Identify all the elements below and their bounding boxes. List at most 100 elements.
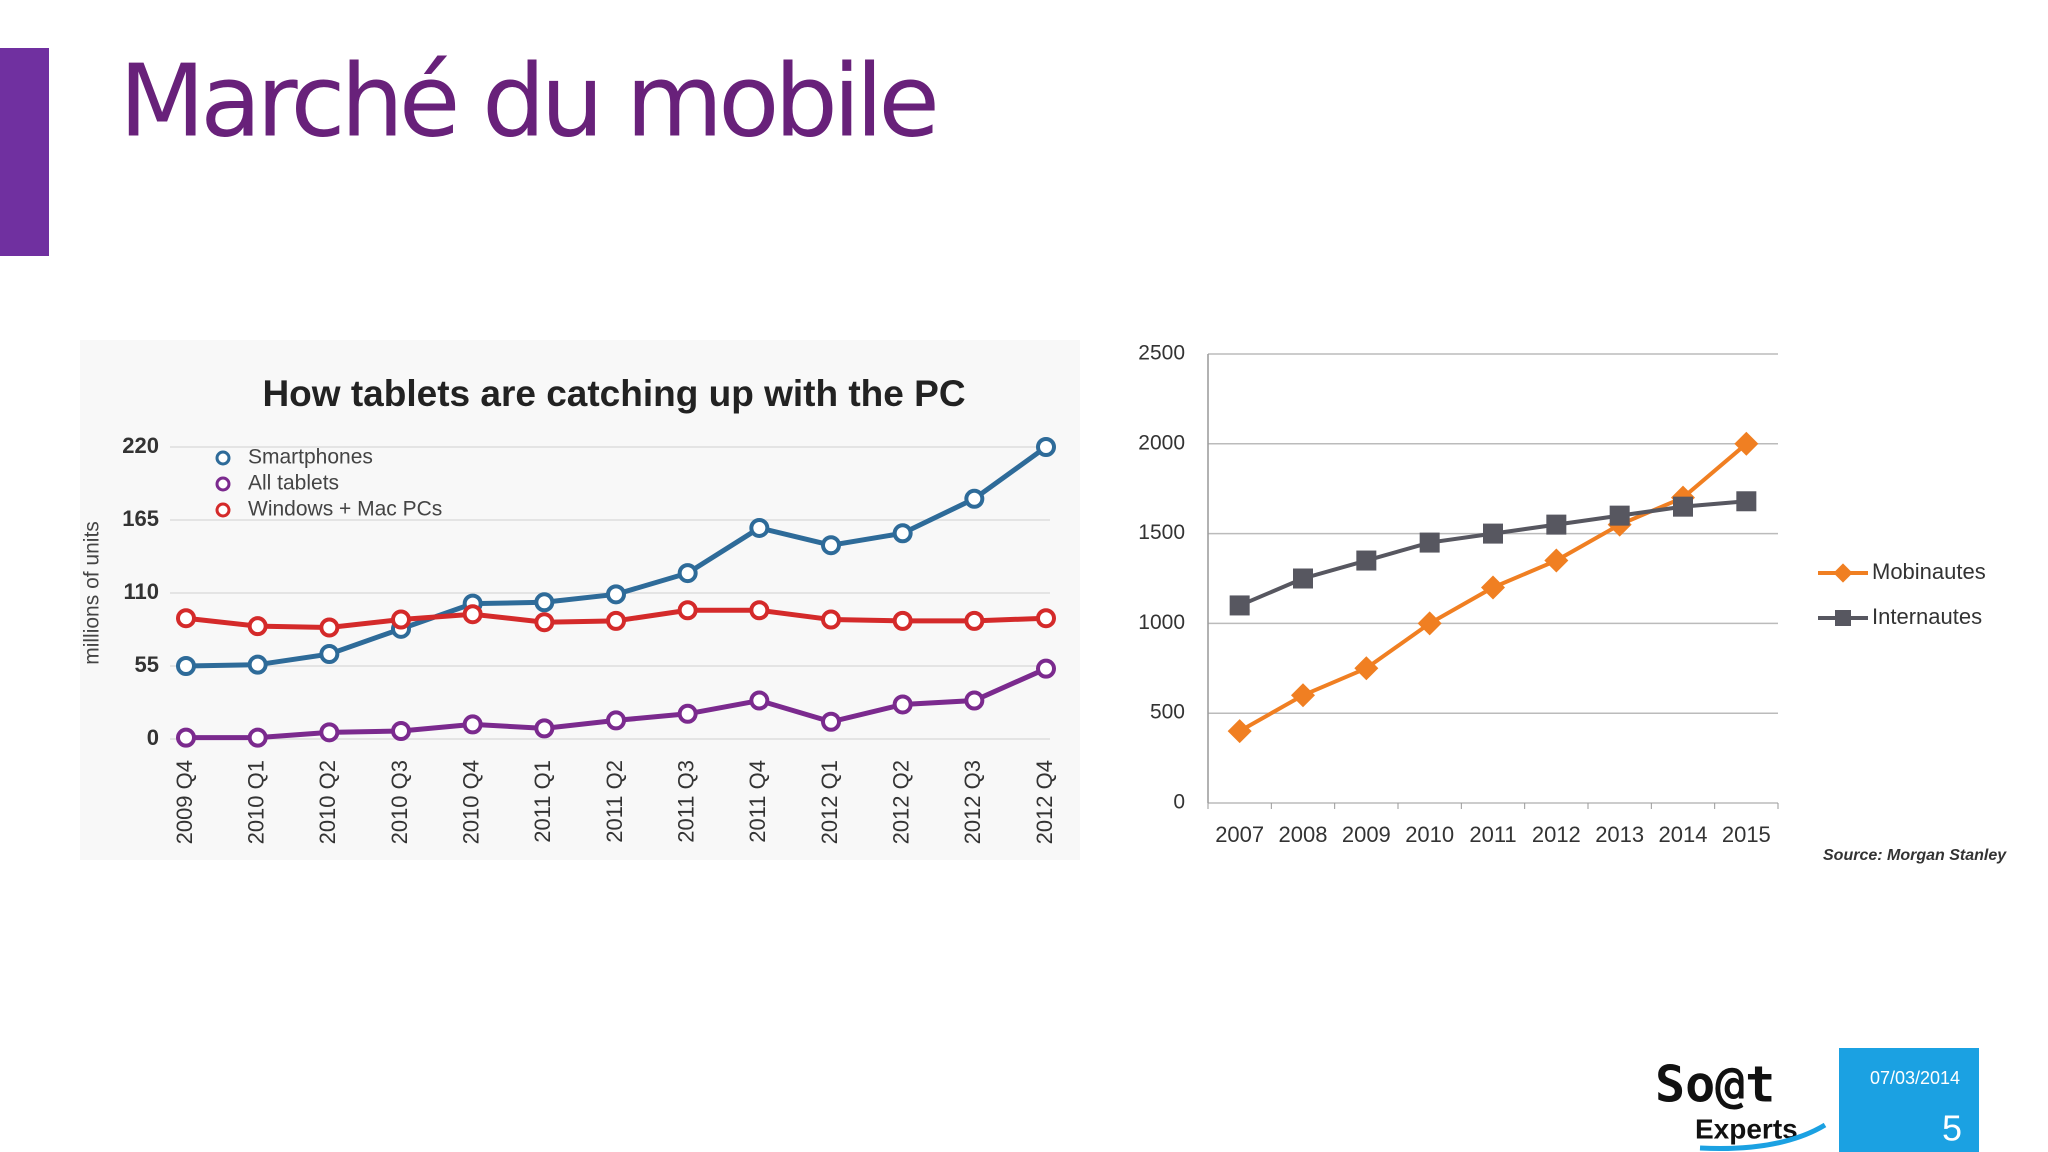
legend-label: Windows + Mac PCs bbox=[248, 498, 442, 521]
data-point bbox=[821, 711, 841, 732]
legend-marker bbox=[215, 476, 231, 492]
x-tick-label: 2011 Q2 bbox=[602, 760, 627, 843]
y-tick-label: 55 bbox=[135, 652, 159, 677]
logo: So@t bbox=[1655, 1056, 1775, 1114]
data-point bbox=[821, 609, 841, 630]
data-point bbox=[892, 523, 913, 544]
data-point bbox=[964, 610, 985, 631]
data-point bbox=[1229, 595, 1250, 616]
x-tick-label: 2010 bbox=[1405, 822, 1454, 847]
chart-title: How tablets are catching up with the PC bbox=[262, 373, 965, 414]
x-tick-label: 2012 Q3 bbox=[960, 760, 985, 844]
slide-title: Marché du mobile bbox=[119, 42, 935, 159]
x-tick-label: 2012 Q1 bbox=[817, 760, 842, 844]
x-tick-label: 2009 bbox=[1342, 822, 1391, 847]
x-tick-label: 2010 Q2 bbox=[315, 760, 340, 844]
data-point bbox=[1736, 491, 1757, 512]
data-point bbox=[1609, 505, 1630, 526]
data-point bbox=[534, 612, 555, 633]
x-tick-label: 2011 Q3 bbox=[673, 760, 698, 843]
logo-sub: Experts bbox=[1695, 1113, 1798, 1144]
legend-label: All tablets bbox=[248, 472, 339, 495]
x-tick-label: 2009 Q4 bbox=[172, 760, 197, 844]
data-point bbox=[391, 609, 411, 630]
x-tick-label: 2014 bbox=[1659, 822, 1708, 847]
x-tick-label: 2012 bbox=[1532, 822, 1581, 847]
data-point bbox=[1734, 431, 1759, 456]
data-point bbox=[1417, 611, 1442, 636]
y-tick-label: 2500 bbox=[1138, 342, 1185, 365]
data-point bbox=[677, 600, 698, 621]
data-point bbox=[749, 690, 770, 711]
x-tick-label: 2011 Q4 bbox=[745, 760, 770, 843]
y-tick-label: 165 bbox=[122, 506, 159, 531]
data-point bbox=[534, 592, 555, 613]
y-tick-label: 2000 bbox=[1138, 431, 1185, 454]
data-point bbox=[462, 714, 483, 735]
data-point bbox=[319, 617, 340, 638]
x-tick-label: 2007 bbox=[1215, 822, 1264, 847]
data-point bbox=[462, 604, 483, 625]
x-tick-label: 2012 Q4 bbox=[1032, 760, 1057, 844]
footer-box bbox=[1839, 1048, 1979, 1152]
legend-marker bbox=[215, 502, 231, 518]
x-tick-label: 2010 Q4 bbox=[458, 760, 483, 844]
legend-marker bbox=[1835, 610, 1851, 626]
data-point bbox=[319, 644, 340, 665]
data-point bbox=[247, 616, 268, 637]
y-tick-label: 1000 bbox=[1138, 611, 1185, 634]
data-point bbox=[1544, 548, 1569, 573]
data-point bbox=[677, 703, 698, 724]
x-tick-label: 2012 Q2 bbox=[888, 760, 913, 844]
legend-label: Mobinautes bbox=[1872, 559, 1986, 584]
data-point bbox=[247, 727, 268, 748]
data-point bbox=[1293, 568, 1313, 589]
x-tick-label: 2011 Q1 bbox=[530, 760, 555, 843]
source: Source: Morgan Stanley bbox=[1823, 847, 2007, 864]
x-tick-label: 2015 bbox=[1722, 822, 1771, 847]
data-point bbox=[749, 600, 770, 621]
data-point bbox=[1356, 550, 1377, 571]
data-point bbox=[247, 654, 268, 675]
data-point bbox=[176, 727, 196, 748]
data-point bbox=[319, 722, 340, 743]
data-point bbox=[606, 584, 626, 605]
x-tick-label: 2011 bbox=[1469, 822, 1516, 847]
y-tick-label: 1500 bbox=[1138, 521, 1185, 544]
data-point bbox=[1291, 683, 1315, 708]
data-point bbox=[677, 563, 698, 584]
logo-swoosh bbox=[1699, 1122, 1827, 1151]
x-tick-label: 2010 Q1 bbox=[243, 760, 268, 844]
data-point bbox=[1481, 575, 1505, 600]
data-point bbox=[1227, 719, 1252, 744]
legend-label: Smartphones bbox=[248, 446, 373, 469]
legend-marker bbox=[215, 450, 231, 466]
data-point bbox=[1546, 514, 1567, 535]
y-tick-label: 500 bbox=[1150, 701, 1185, 724]
legend-marker bbox=[1833, 563, 1853, 583]
y-axis-label: millions of units bbox=[81, 521, 104, 665]
data-point bbox=[1354, 656, 1379, 681]
data-point bbox=[892, 610, 913, 631]
data-point bbox=[176, 656, 196, 676]
x-tick-label: 2013 bbox=[1595, 822, 1644, 847]
data-point bbox=[892, 694, 913, 715]
data-point bbox=[821, 535, 841, 556]
x-tick-label: 2010 Q3 bbox=[387, 760, 412, 844]
data-point bbox=[749, 517, 770, 538]
data-point bbox=[1419, 532, 1440, 553]
data-point bbox=[391, 721, 411, 742]
legend-label: Internautes bbox=[1872, 604, 1982, 629]
data-point bbox=[606, 610, 626, 631]
data-point bbox=[1483, 523, 1503, 544]
date: 07/03/2014 bbox=[1870, 1068, 1960, 1088]
page-number: 5 bbox=[1942, 1108, 1962, 1149]
data-point bbox=[534, 718, 555, 739]
data-point bbox=[1036, 437, 1056, 457]
data-point bbox=[606, 710, 626, 731]
y-tick-label: 0 bbox=[1173, 791, 1185, 814]
data-point bbox=[964, 488, 985, 509]
y-tick-label: 110 bbox=[124, 579, 160, 604]
